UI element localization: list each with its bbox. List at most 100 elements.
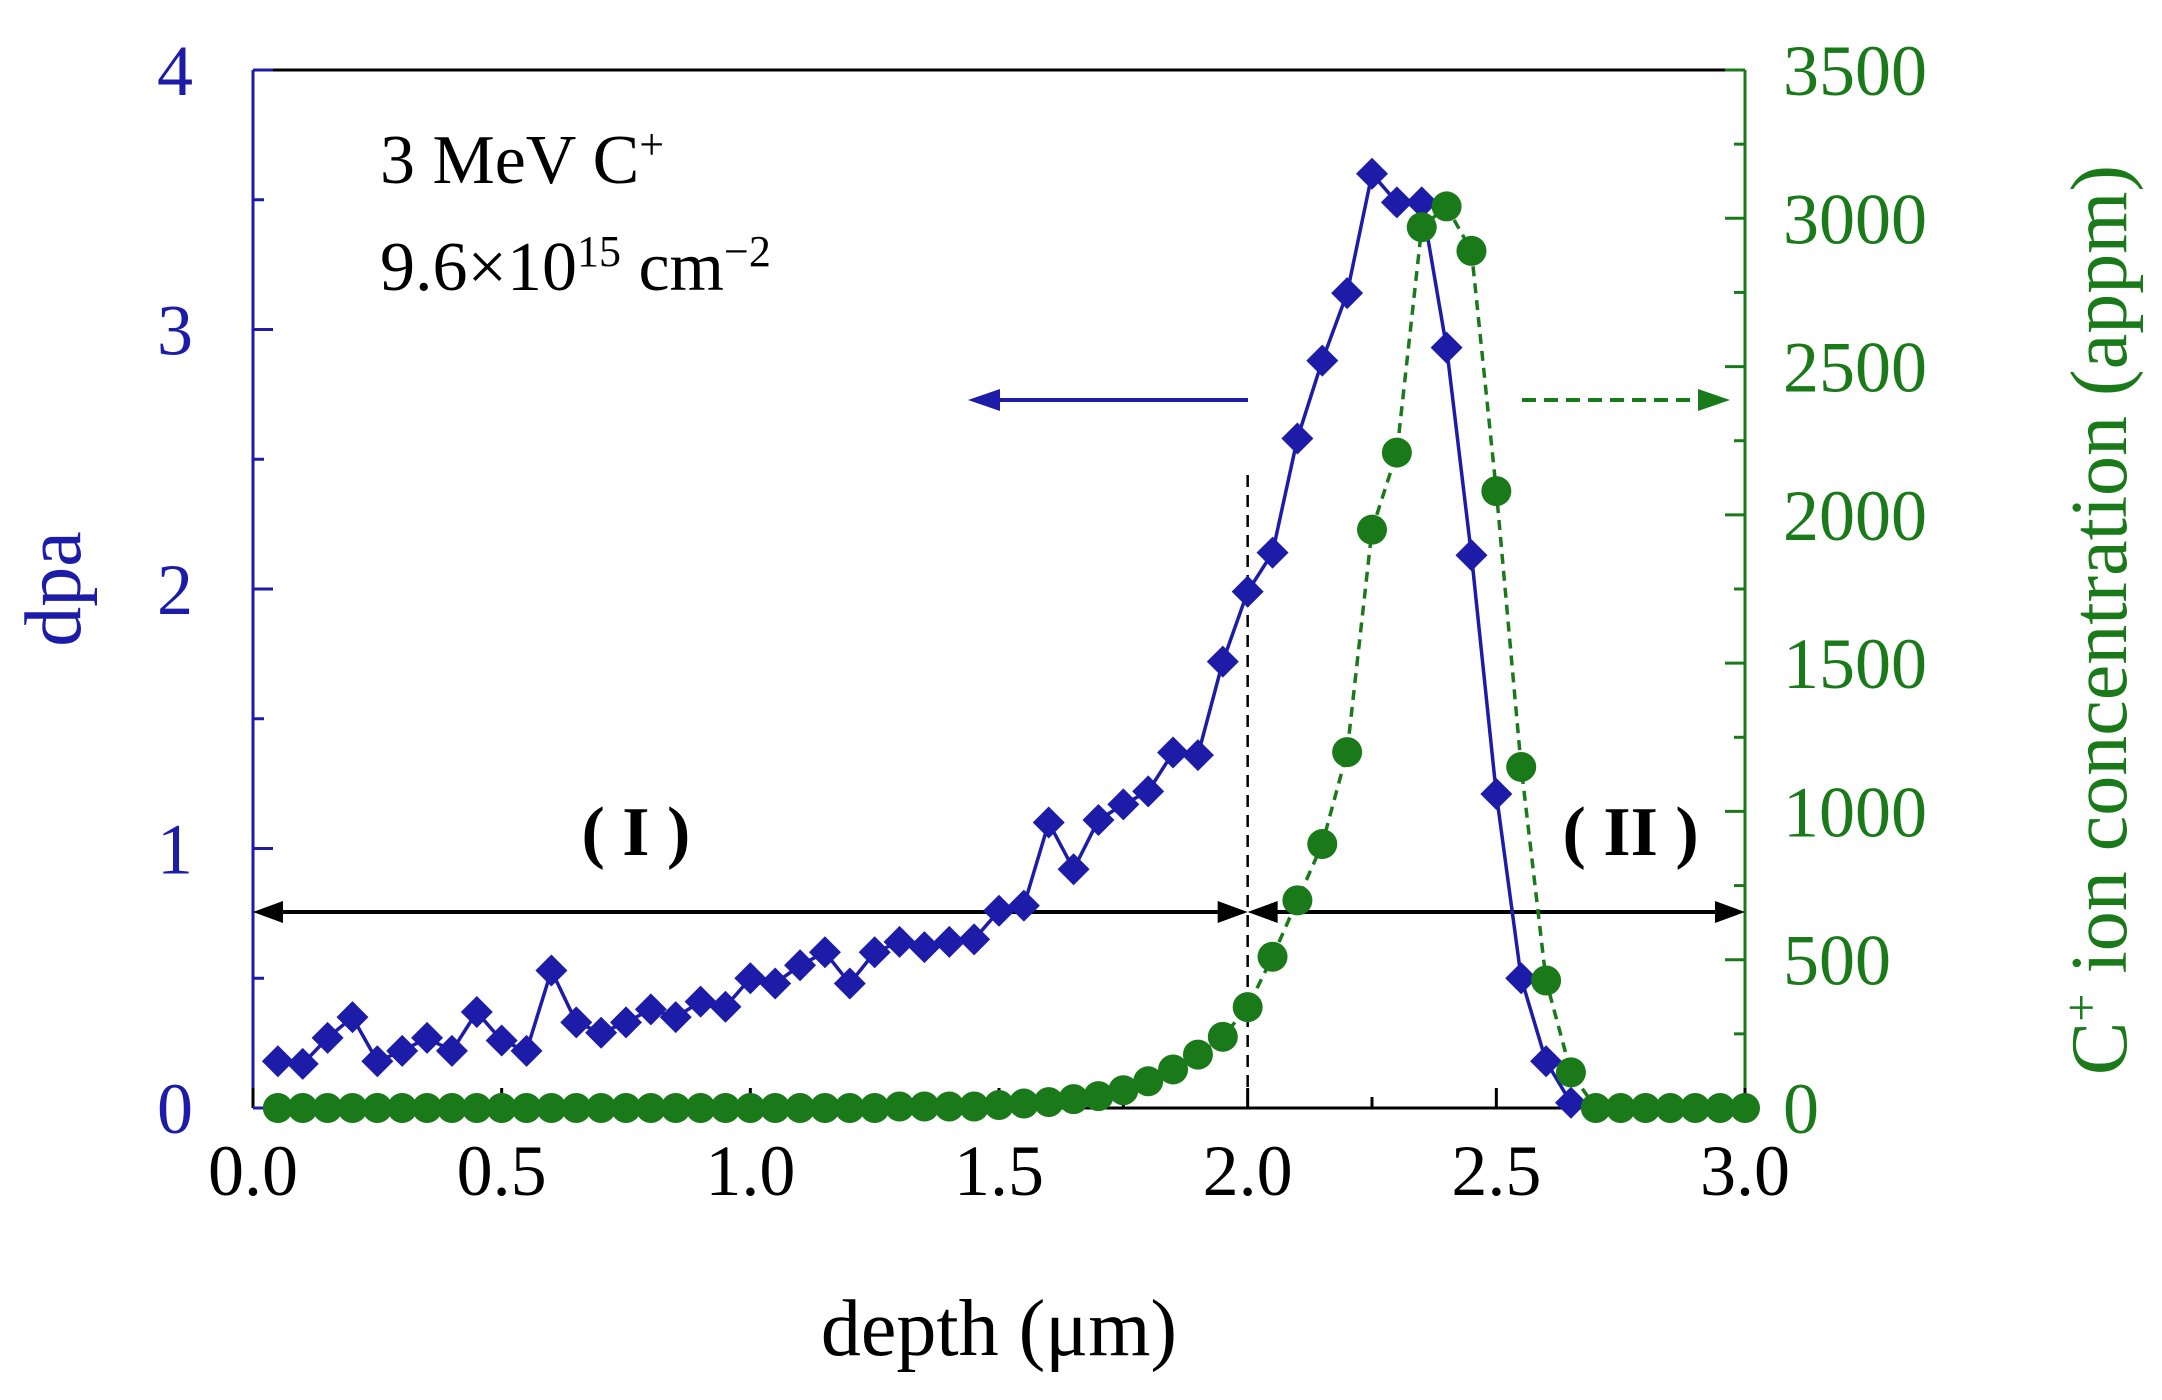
ion-point <box>561 1093 592 1123</box>
y-right-tick-label: 0 <box>1783 1069 1819 1149</box>
ion-point <box>536 1093 567 1123</box>
ion-point <box>1158 1054 1189 1085</box>
dpa-point <box>510 1034 543 1067</box>
ion-axis-pointer-head <box>1698 389 1730 411</box>
ion-point <box>1555 1057 1586 1088</box>
y-right-tick-label: 1500 <box>1783 624 1927 704</box>
annotation-line-2: 9.6×1015 cm−2 <box>380 227 771 307</box>
x-tick-label: 2.5 <box>1451 1131 1541 1211</box>
annotation-fluence: 9.6×10 <box>380 229 577 306</box>
dpa-point <box>908 931 941 964</box>
dpa-point <box>286 1047 319 1080</box>
ion-point <box>1108 1075 1139 1106</box>
ion-point <box>1605 1093 1636 1123</box>
ion-point <box>735 1093 766 1123</box>
y-right-axis-title-sup: + <box>2053 994 2109 1022</box>
ion-series <box>262 191 1760 1123</box>
ion-point <box>1406 212 1437 243</box>
annotation-energy: 3 MeV C <box>380 122 639 199</box>
annotation-energy-sup: + <box>639 120 664 169</box>
y-left-tick-label: 1 <box>157 810 193 890</box>
x-tick-label: 0.0 <box>208 1131 298 1211</box>
ion-point <box>834 1093 865 1123</box>
dpa-point <box>808 936 841 969</box>
dpa-point <box>336 1001 369 1034</box>
ion-point <box>1531 965 1562 996</box>
dpa-point <box>1505 962 1538 995</box>
ion-point <box>809 1093 840 1123</box>
x-axis-title: depth (μm) <box>821 1285 1177 1373</box>
ion-point <box>312 1093 343 1123</box>
y-right-axis-title: C+ ion concentration (appm) <box>2053 165 2144 1075</box>
dpa-point <box>1380 186 1413 219</box>
y-right-tick-label: 3000 <box>1783 179 1927 259</box>
dpa-point <box>1356 157 1388 190</box>
x-tick-label: 2.0 <box>1203 1131 1293 1211</box>
dpa-point <box>585 1016 618 1049</box>
region-1-arrow-left-head <box>253 901 283 923</box>
dpa-point <box>435 1034 468 1067</box>
ion-point <box>436 1093 467 1123</box>
region-2-arrow-left-head <box>1247 901 1278 923</box>
dpa-point <box>659 1001 692 1034</box>
dpa-point <box>1331 277 1364 310</box>
dpa-point <box>1306 344 1339 377</box>
dpa-point <box>1181 739 1214 772</box>
y-right-tick-label: 1000 <box>1783 772 1927 852</box>
dpa-point <box>261 1045 294 1078</box>
ion-point <box>1232 992 1263 1023</box>
ion-point <box>1506 751 1537 782</box>
dpa-point <box>858 936 891 969</box>
dpa-point <box>610 1006 642 1039</box>
x-tick-label: 3.0 <box>1700 1131 1790 1211</box>
dpa-point <box>411 1021 444 1054</box>
dpa-point <box>833 967 866 1000</box>
y-right-tick-label: 3500 <box>1783 31 1927 111</box>
ion-point <box>287 1093 318 1123</box>
dpa-point <box>1430 331 1463 364</box>
ion-point <box>1431 191 1462 222</box>
ion-point <box>1133 1066 1164 1097</box>
ion-point <box>785 1093 816 1123</box>
ion-point <box>1257 941 1288 972</box>
dpa-point <box>1032 806 1065 839</box>
dpa-point <box>1007 889 1040 922</box>
dpa-line <box>277 169 1573 1104</box>
ion-point <box>461 1093 492 1123</box>
x-tick-label: 1.0 <box>705 1131 795 1211</box>
ion-point <box>1182 1039 1213 1070</box>
y-left-axis-title: dpa <box>10 531 98 647</box>
y-left-tick-label: 0 <box>157 1069 193 1149</box>
ion-point <box>1207 1021 1238 1052</box>
ion-point <box>635 1093 666 1123</box>
ion-point <box>1580 1093 1611 1123</box>
ion-point <box>412 1093 443 1123</box>
dpa-point <box>883 925 916 958</box>
dpa-point <box>933 925 966 958</box>
ion-point <box>934 1091 965 1122</box>
ion-point <box>262 1093 293 1123</box>
dpa-point <box>1082 803 1115 836</box>
ion-point <box>486 1093 517 1123</box>
ion-point <box>1630 1093 1661 1123</box>
ion-point <box>1033 1087 1064 1118</box>
dpa-point <box>1480 778 1513 811</box>
ion-point <box>1307 829 1338 860</box>
dpa-point <box>1455 539 1488 572</box>
dpa-point <box>784 949 817 982</box>
dpa-point <box>560 1006 593 1039</box>
ion-point <box>909 1091 940 1122</box>
ion-point <box>1357 514 1387 545</box>
dpa-point <box>1206 645 1239 678</box>
ion-point <box>1282 885 1313 916</box>
annotation-fluence-unit-exp: −2 <box>724 227 771 276</box>
dpa-point <box>1554 1086 1587 1119</box>
annotation-line-1: 3 MeV C+ <box>380 120 664 200</box>
dpa-point <box>709 990 742 1023</box>
ion-point <box>1655 1093 1686 1123</box>
ion-point <box>660 1093 691 1123</box>
ion-point <box>511 1093 542 1123</box>
dpa-point <box>311 1021 344 1054</box>
annotation-fluence-exp: 15 <box>577 227 621 276</box>
